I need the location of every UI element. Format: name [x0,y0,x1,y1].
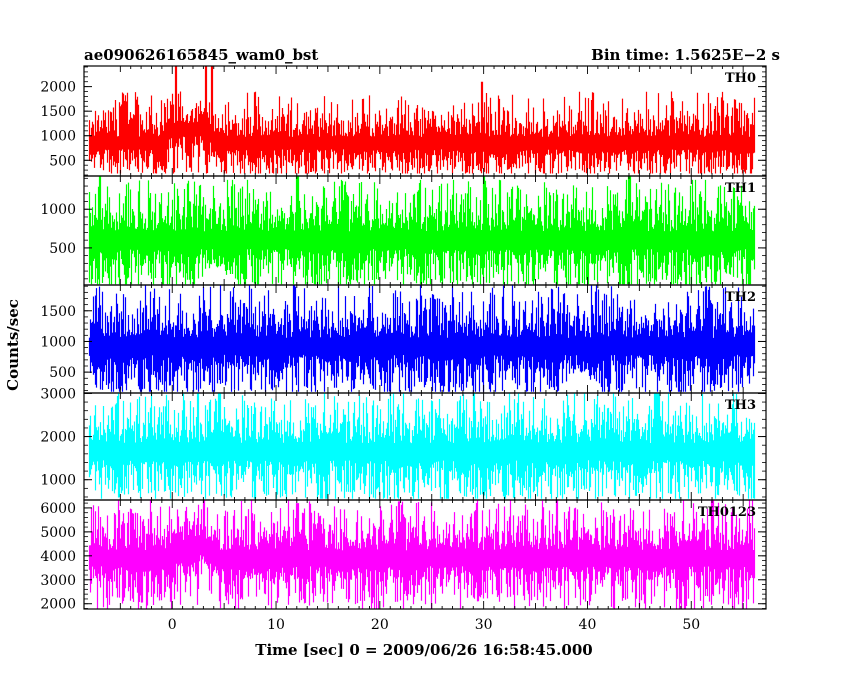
y-tick-label: 4000 [40,549,76,565]
panel-th2: 500 1000 1500 TH2 [40,284,767,394]
bin-time-label: Bin time: 1.5625E−2 s [591,46,780,64]
y-tick-label: 500 [49,365,76,381]
y-tick-label: 1500 [40,104,76,120]
panel-th3: 1000 2000 3000 TH3 [40,386,767,501]
panel-label-th2: TH2 [725,290,756,305]
panel-th0: 500 1000 1500 2000 TH0 [40,65,767,177]
y-tick-label: 6000 [40,501,76,517]
series-line-th3 [88,393,756,499]
y-tick-label: 1000 [40,129,76,145]
x-axis-label: Time [sec] 0 = 2009/06/26 16:58:45.000 [255,641,592,659]
y-tick-label: 5000 [40,525,76,541]
y-tick-label: 2000 [40,80,76,96]
panels-group: 500 1000 1500 2000 TH0 500 1000 TH1 500 1000 1500 T… [40,65,767,613]
y-tick-label: 1000 [40,473,76,489]
x-tick-label: 10 [267,617,285,633]
y-tick-label: 1000 [40,202,76,218]
x-tick-label: 50 [682,617,700,633]
y-tick-label: 3000 [40,386,76,402]
panel-frame [83,499,767,610]
x-axis-ticks: 0 10 20 30 40 50 [168,617,700,633]
x-tick-label: 30 [475,617,493,633]
y-tick-label: 3000 [40,573,76,589]
panel-label-th1: TH1 [725,181,756,196]
y-tick-label: 1000 [40,334,76,350]
chart-title: ae090626165845_wam0_bst [84,46,318,64]
panel-th1: 500 1000 TH1 [40,175,767,286]
series-line-th2 [88,285,756,392]
y-axis-label: Counts/sec [4,299,22,391]
series-line-th1 [88,176,756,285]
x-tick-label: 0 [168,617,177,633]
y-tick-label: 500 [49,241,76,257]
x-tick-label: 20 [371,617,389,633]
series-line-th0 [88,66,756,174]
y-tick-label: 2000 [40,597,76,613]
y-tick-label: 2000 [40,430,76,446]
panel-label-th3: TH3 [725,398,756,413]
y-tick-label: 1500 [40,304,76,320]
x-tick-label: 40 [579,617,597,633]
y-tick-label: 500 [49,153,76,169]
panel-th0123: 2000 3000 4000 5000 6000 TH0123 [40,499,767,613]
series-line-th0123 [88,500,756,609]
panel-label-th0123: TH0123 [698,505,756,520]
panel-label-th0: TH0 [725,71,756,86]
